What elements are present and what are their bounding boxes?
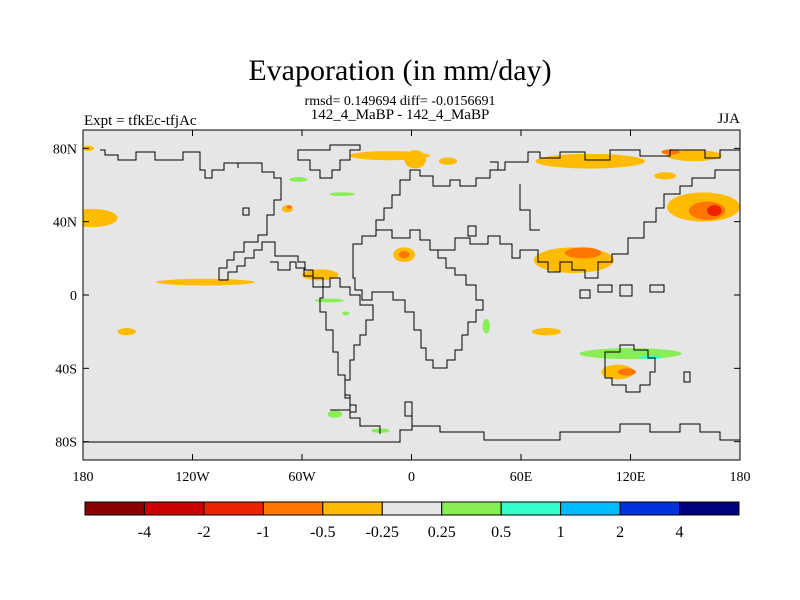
- experiment-period-label: 142_4_MaBP - 142_4_MaBP: [310, 107, 490, 123]
- colorbar-box: [619, 501, 681, 516]
- caspian-outline: [467, 161, 540, 237]
- colorbar-box: [262, 501, 324, 516]
- anomaly-region: [156, 278, 255, 286]
- y-axis: 80N 40N 0 40S 80S: [53, 142, 740, 451]
- anomaly-region: [661, 149, 680, 155]
- chart-title: Evaporation (in mm/day): [248, 54, 552, 87]
- north-america-outline: [100, 149, 324, 288]
- anomaly-region: [617, 368, 636, 376]
- x-tick-label: 180: [73, 470, 94, 485]
- anomaly-layer: [83, 145, 740, 433]
- colorbar-box: [203, 501, 264, 516]
- anomaly-region: [404, 150, 427, 169]
- colorbar-label: 1: [557, 524, 565, 541]
- y-tick-label: 40N: [53, 216, 77, 231]
- coastline-layer: [83, 144, 740, 443]
- experiment-label: Expt = tfkEc-tfjAc: [84, 113, 197, 129]
- colorbar: -4 -2 -1 -0.5 -0.25 0.25 0.5 1 2 4: [84, 501, 740, 541]
- colorbar-box: [679, 501, 740, 516]
- colorbar-label: -2: [197, 524, 210, 541]
- colorbar-box: [84, 501, 145, 516]
- anomaly-region: [564, 247, 602, 259]
- x-tick-label: 120W: [175, 470, 210, 485]
- asia-south-outline: [438, 169, 740, 279]
- australia-outline: [604, 344, 656, 393]
- anomaly-region: [579, 348, 682, 360]
- colorbar-box: [560, 501, 621, 516]
- anomaly-region: [482, 318, 490, 334]
- anomaly-region: [302, 269, 339, 281]
- colorbar-box: [441, 501, 502, 516]
- colorbar-label: -0.5: [310, 524, 335, 541]
- anomaly-region: [438, 157, 458, 165]
- arctic-islands-outline: [185, 151, 250, 216]
- colorbar-label: -4: [138, 524, 151, 541]
- x-tick-label: 60W: [288, 470, 316, 485]
- maritime-continent-outline: [579, 284, 665, 299]
- y-tick-label: 0: [70, 289, 77, 304]
- x-tick-label: 180: [730, 470, 751, 485]
- anomaly-region: [531, 328, 562, 336]
- anomaly-region: [327, 410, 343, 418]
- season-label: JJA: [717, 111, 740, 127]
- anomaly-region: [707, 205, 722, 217]
- antarctic-peninsula-outline: [330, 409, 381, 434]
- anomaly-region: [654, 172, 677, 180]
- colorbar-label: -1: [257, 524, 270, 541]
- y-tick-label: 40S: [55, 362, 77, 377]
- anomaly-region: [398, 251, 410, 259]
- anomaly-region: [83, 208, 118, 228]
- south-america-outline: [319, 277, 374, 413]
- x-axis: 180 120W 60W 0 60E 120E 180: [73, 130, 751, 485]
- anomaly-region: [286, 205, 292, 209]
- anomaly-region: [117, 328, 136, 336]
- y-tick-label: 80N: [53, 142, 77, 157]
- colorbar-box: [322, 501, 383, 516]
- x-tick-label: 120E: [616, 470, 646, 485]
- colorbar-box: [381, 501, 443, 516]
- colorbar-label: 0.5: [491, 524, 511, 541]
- new-zealand-outline: [683, 371, 691, 383]
- antarctica-outline: [83, 401, 740, 443]
- anomaly-region: [314, 298, 344, 303]
- colorbar-box: [143, 501, 205, 516]
- greenland-outline: [297, 144, 361, 179]
- y-tick-label: 80S: [55, 436, 77, 451]
- x-tick-label: 0: [408, 470, 415, 485]
- anomaly-region: [535, 153, 646, 169]
- colorbar-label: -0.25: [366, 524, 399, 541]
- x-tick-label: 60E: [510, 470, 533, 485]
- eurasia-outline: [375, 149, 740, 230]
- colorbar-label: 0.25: [428, 524, 456, 541]
- anomaly-region: [329, 192, 355, 197]
- anomaly-region: [289, 177, 308, 182]
- anomaly-region: [342, 311, 350, 316]
- stats-text: rmsd= 0.149694 diff= -0.0156691: [304, 94, 496, 109]
- colorbar-label: 4: [676, 524, 684, 541]
- anomaly-region: [639, 355, 662, 360]
- colorbar-box: [500, 501, 562, 516]
- africa-europe-outline: [352, 229, 484, 369]
- colorbar-label: 2: [616, 524, 624, 541]
